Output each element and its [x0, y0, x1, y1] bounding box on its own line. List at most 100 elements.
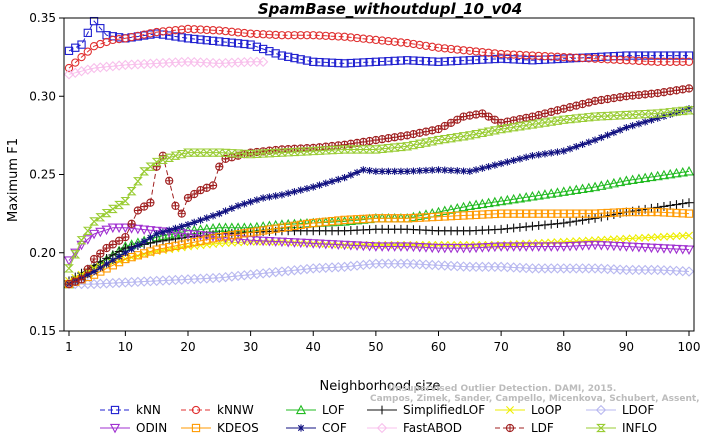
data-point: [309, 57, 318, 66]
data-point: [315, 57, 324, 67]
data-point: [445, 243, 457, 254]
data-point: [320, 239, 331, 250]
data-point: [258, 44, 268, 54]
data-point: [540, 220, 550, 230]
data-point: [496, 209, 506, 218]
data-point: [627, 110, 638, 119]
data-point: [165, 26, 174, 35]
data-point: [145, 226, 156, 236]
data-point: [464, 243, 475, 254]
series-line: [68, 108, 690, 285]
data-point: [646, 243, 657, 254]
data-point: [408, 140, 419, 150]
data-point: [128, 245, 136, 253]
data-point: [258, 236, 269, 247]
data-point: [453, 56, 462, 66]
plot-area: [63, 16, 695, 290]
data-point: [190, 25, 199, 34]
data-point: [515, 55, 525, 64]
data-point: [82, 235, 93, 245]
data-point: [339, 216, 350, 226]
legend-label: SimplifiedLOF: [403, 403, 485, 417]
y-tick-label: 0.35: [29, 11, 56, 25]
data-point: [641, 118, 649, 126]
data-point: [596, 112, 607, 121]
data-point: [602, 241, 613, 251]
data-point: [666, 51, 675, 60]
data-point: [252, 29, 262, 39]
data-point: [140, 202, 149, 211]
data-point: [233, 39, 243, 48]
data-point: [158, 27, 168, 36]
data-point: [239, 149, 250, 158]
data-point: [634, 234, 643, 243]
data-point: [396, 38, 406, 47]
data-point: [208, 26, 218, 35]
data-point: [64, 63, 74, 73]
data-point: [684, 106, 694, 115]
data-point: [616, 126, 624, 134]
data-point: [634, 51, 644, 60]
data-point: [232, 234, 244, 245]
data-point: [409, 56, 418, 65]
data-point: [633, 110, 644, 119]
data-point: [527, 120, 538, 129]
data-point: [321, 217, 330, 226]
data-point: [621, 175, 632, 185]
data-point: [283, 237, 294, 248]
data-point: [152, 27, 161, 37]
data-point: [366, 166, 374, 175]
data-point: [403, 214, 412, 223]
data-point: [240, 39, 249, 49]
data-point: [547, 209, 556, 218]
data-point: [497, 159, 505, 168]
data-point: [552, 242, 563, 252]
legend-swatch-marker: [377, 405, 387, 415]
data-point: [358, 241, 369, 252]
data-point: [677, 166, 688, 177]
data-point: [659, 57, 669, 66]
data-point: [627, 174, 638, 184]
data-point: [609, 55, 618, 64]
series-odin: [63, 223, 695, 266]
data-point: [684, 198, 694, 208]
data-point: [346, 215, 355, 224]
data-point: [509, 55, 518, 64]
data-point: [502, 224, 512, 234]
legend-label: LOF: [322, 403, 345, 417]
data-point: [409, 167, 418, 175]
data-point: [108, 240, 117, 249]
data-point: [559, 209, 568, 218]
data-point: [391, 167, 399, 175]
data-point: [390, 37, 399, 46]
data-point: [277, 31, 287, 40]
data-point: [220, 148, 231, 158]
data-point: [265, 47, 274, 56]
data-point: [483, 127, 494, 136]
data-point: [628, 51, 637, 60]
data-point: [496, 195, 507, 206]
data-point: [553, 52, 562, 61]
data-point: [483, 197, 494, 208]
data-point: [478, 47, 487, 57]
data-point: [352, 215, 362, 224]
legend-item: FastABOD: [367, 421, 462, 434]
data-point: [652, 170, 663, 181]
data-point: [420, 243, 432, 253]
data-point: [63, 256, 75, 266]
data-point: [284, 222, 293, 231]
data-point: [659, 202, 669, 211]
y-tick-label: 0.15: [29, 324, 56, 338]
data-point: [528, 51, 537, 60]
data-point: [164, 153, 175, 162]
data-point: [514, 242, 526, 252]
data-point: [427, 243, 438, 254]
data-point: [540, 209, 550, 218]
data-point: [515, 209, 525, 218]
data-point: [547, 107, 556, 117]
data-point: [377, 242, 388, 252]
data-point: [302, 219, 312, 229]
data-point: [277, 51, 287, 60]
data-point: [590, 54, 600, 63]
data-point: [503, 158, 511, 166]
